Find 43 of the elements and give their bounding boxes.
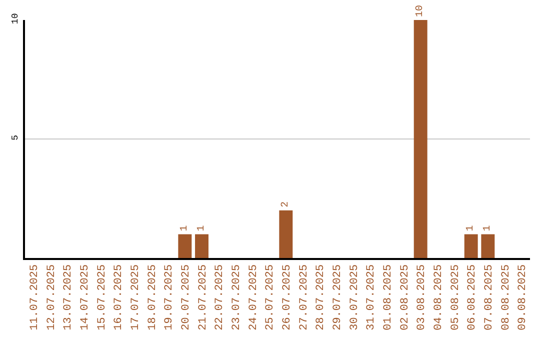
x-tick-label: 27.07.2025 [298, 264, 310, 330]
bar [195, 234, 208, 258]
bar [414, 20, 428, 258]
y-tick-label: 5 [10, 134, 20, 140]
x-tick-label: 31.07.2025 [366, 264, 378, 330]
x-tick-label: 22.07.2025 [214, 264, 226, 330]
x-tick-label: 11.07.2025 [28, 264, 41, 330]
bar [481, 234, 495, 258]
data-label: 1 [482, 225, 494, 232]
x-tick-label: 13.07.2025 [62, 264, 75, 330]
x-tick-label: 08.08.2025 [500, 264, 512, 330]
x-tick-label: 12.07.2025 [46, 264, 58, 330]
x-tick-label: 25.07.2025 [264, 264, 277, 330]
x-tick-label: 19.07.2025 [164, 264, 176, 330]
x-tick-label: 03.08.2025 [416, 264, 428, 330]
x-tick-label: 15.07.2025 [96, 264, 108, 330]
x-tick-label: 20.07.2025 [180, 264, 192, 330]
x-tick-label: 17.07.2025 [130, 264, 142, 330]
x-tick-label: 01.08.2025 [382, 264, 394, 330]
x-tick-label: 21.07.2025 [197, 264, 210, 330]
x-tick-label: 05.08.2025 [450, 264, 462, 330]
x-tick-label: 30.07.2025 [348, 264, 361, 330]
data-label: 1 [179, 225, 190, 232]
data-label: 1 [466, 225, 477, 232]
data-label: 1 [196, 225, 208, 232]
x-tick-label: 26.07.2025 [281, 264, 294, 330]
x-tick-label: 23.07.2025 [230, 264, 243, 330]
x-tick-label: 16.07.2025 [113, 264, 126, 330]
x-tick-label: 04.08.2025 [432, 264, 445, 330]
bar [464, 234, 478, 258]
bar [178, 234, 192, 258]
x-tick-label: 18.07.2025 [146, 264, 159, 330]
bar [279, 210, 293, 258]
x-tick-label: 24.07.2025 [248, 264, 260, 330]
data-label: 2 [280, 201, 292, 208]
x-tick-label: 06.08.2025 [466, 264, 479, 330]
x-tick-label: 09.08.2025 [517, 264, 530, 330]
x-tick-label: 29.07.2025 [332, 264, 344, 330]
x-tick-label: 02.08.2025 [399, 264, 412, 330]
data-label: 10 [415, 4, 426, 17]
x-tick-label: 07.08.2025 [483, 264, 496, 330]
x-tick-label: 28.07.2025 [315, 264, 328, 330]
x-tick-label: 14.07.2025 [79, 264, 92, 330]
